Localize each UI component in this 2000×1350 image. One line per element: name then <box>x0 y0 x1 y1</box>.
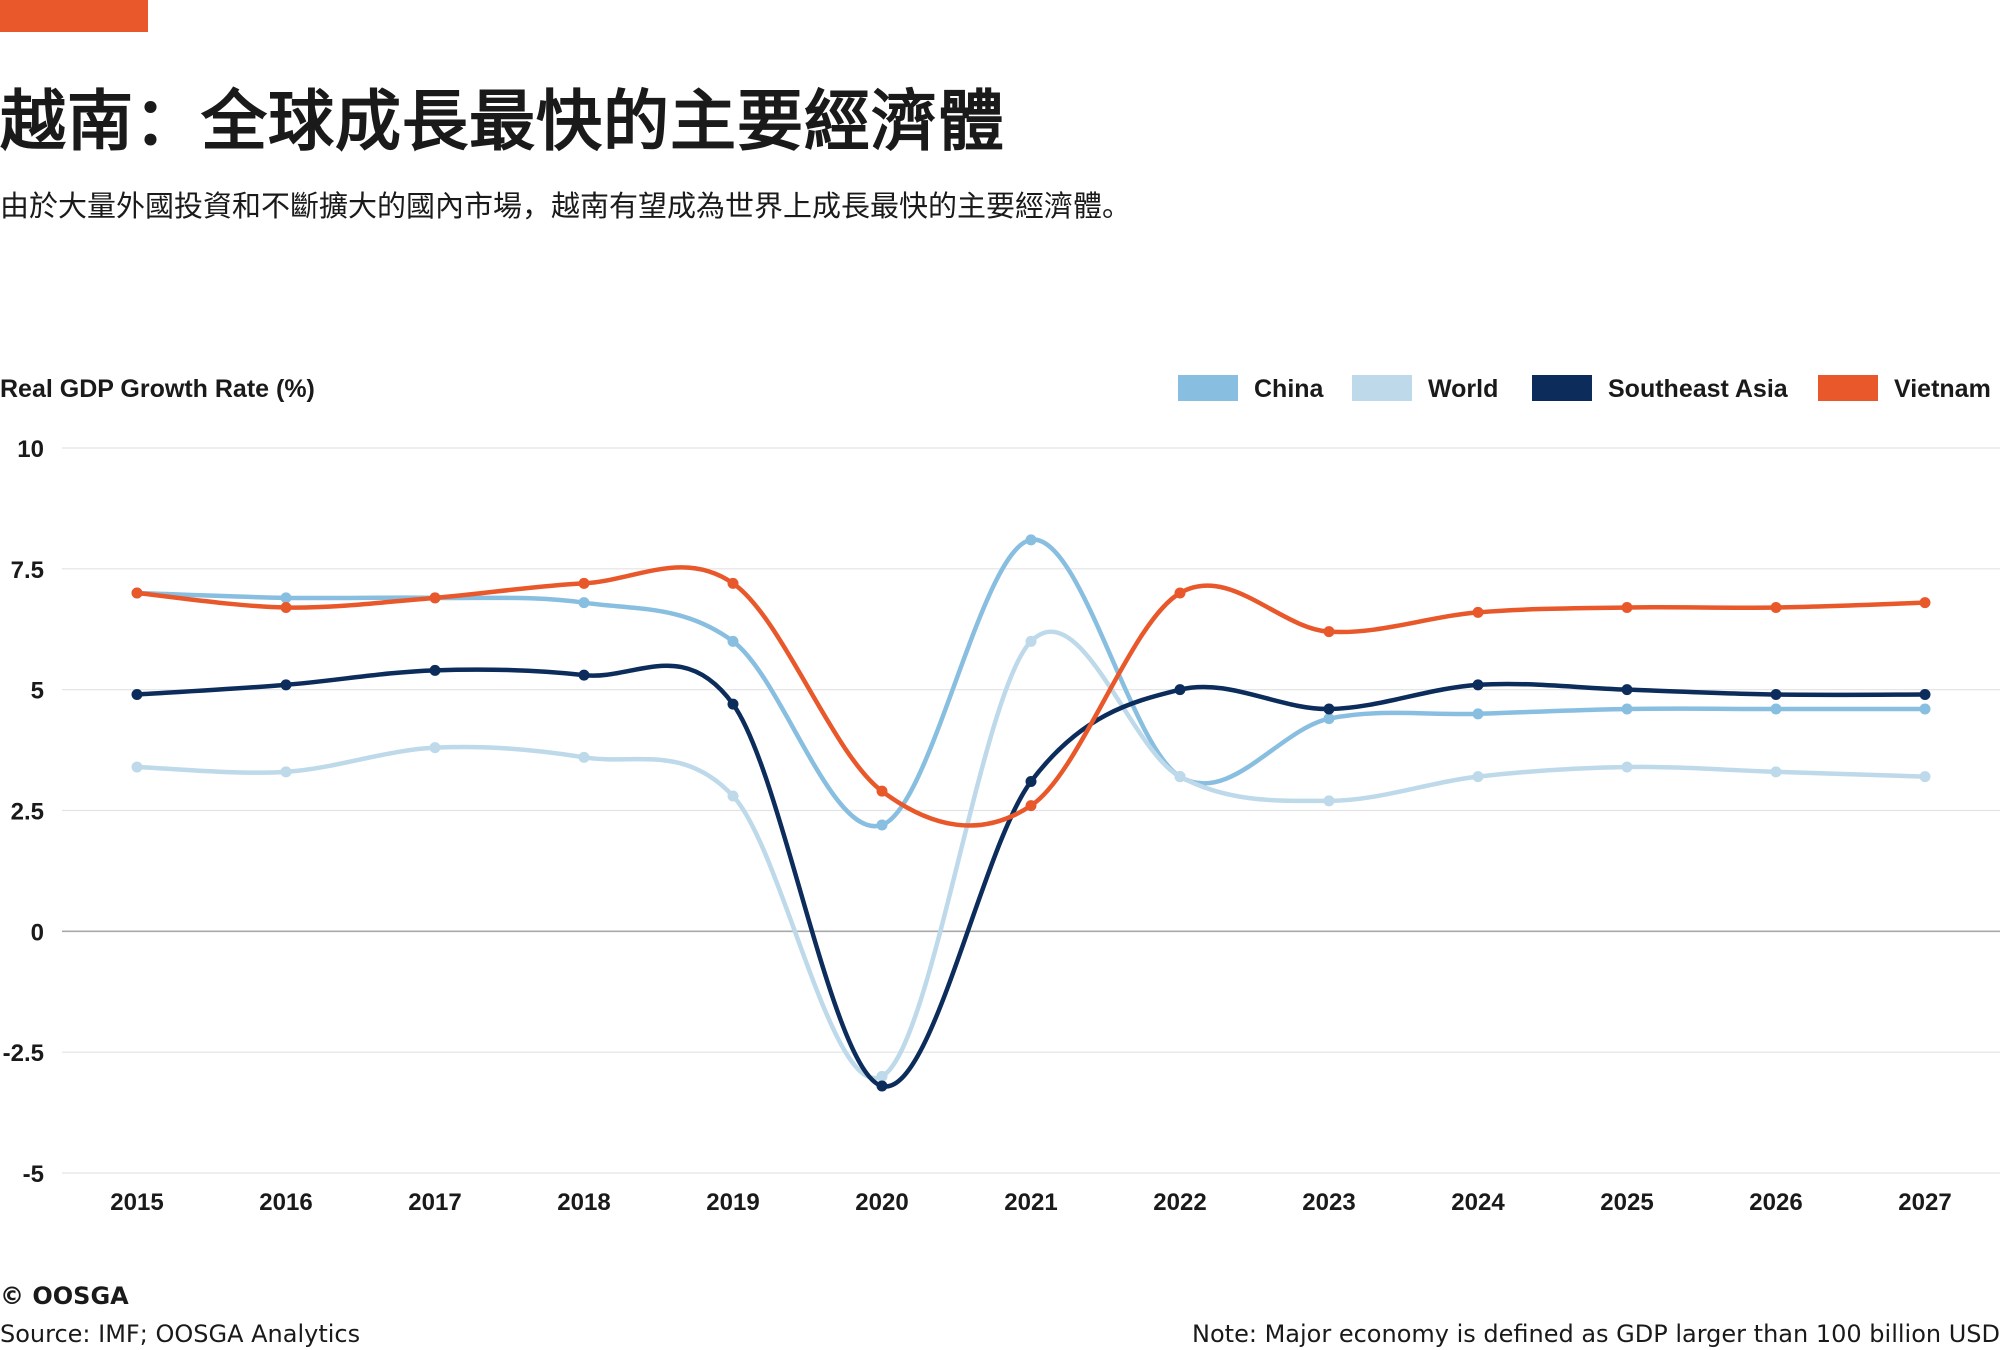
y-axis-ticks: 10 7.5 5 2.5 0 -2.5 -5 <box>3 436 44 1188</box>
data-point-china <box>1919 703 1931 715</box>
data-point-southeast-asia <box>578 669 590 681</box>
x-tick-label: 2017 <box>408 1189 461 1216</box>
page-subtitle: 由於大量外國投資和不斷擴大的國內市場，越南有望成為世界上成長最快的主要經濟體。 <box>0 189 1132 223</box>
legend-label: Vietnam <box>1894 375 1991 403</box>
data-point-china <box>1621 703 1633 715</box>
footer-note: Note: Major economy is defined as GDP la… <box>1192 1320 2000 1348</box>
data-point-southeast-asia <box>280 679 292 691</box>
y-tick-label: -5 <box>23 1161 44 1188</box>
legend-swatch <box>1352 375 1412 401</box>
legend-swatch <box>1178 375 1238 401</box>
x-tick-label: 2027 <box>1898 1189 1951 1216</box>
x-tick-label: 2022 <box>1153 1189 1206 1216</box>
data-point-vietnam <box>280 602 292 613</box>
data-point-vietnam <box>429 592 441 604</box>
data-point-vietnam <box>1025 800 1037 812</box>
x-tick-label: 2021 <box>1004 1189 1057 1216</box>
series-lines <box>131 534 1931 1092</box>
legend-item-southeast-asia: Southeast Asia <box>1532 375 1789 403</box>
series-world <box>131 629 1931 1082</box>
data-point-southeast-asia <box>1323 703 1335 715</box>
data-point-world <box>1025 635 1037 647</box>
legend-swatch <box>1532 375 1592 401</box>
footer-source: Source: IMF; OOSGA Analytics <box>0 1320 361 1348</box>
data-point-vietnam <box>876 785 888 797</box>
y-tick-label: 7.5 <box>11 557 44 584</box>
x-tick-label: 2026 <box>1749 1189 1802 1216</box>
legend-swatch <box>1818 375 1878 401</box>
data-point-world <box>578 751 590 763</box>
legend-label: Southeast Asia <box>1608 375 1789 403</box>
data-point-world <box>876 1070 888 1082</box>
y-tick-label: -2.5 <box>3 1040 44 1067</box>
x-axis-ticks: 2015 2016 2017 2018 2019 2020 2021 2022 2023 2024… <box>110 1189 1951 1216</box>
data-point-china <box>280 592 292 604</box>
y-tick-label: 2.5 <box>11 799 44 826</box>
data-point-southeast-asia <box>1621 684 1633 696</box>
y-axis-label: Real GDP Growth Rate (%) <box>0 375 315 403</box>
accent-bar <box>0 0 148 32</box>
data-point-world <box>429 742 441 754</box>
data-point-vietnam <box>131 587 143 599</box>
legend-label: World <box>1428 375 1498 403</box>
data-point-vietnam <box>1770 602 1782 613</box>
data-point-china <box>1323 713 1335 725</box>
data-point-southeast-asia <box>876 1080 888 1092</box>
data-point-world <box>1919 771 1931 783</box>
data-point-vietnam <box>1174 587 1186 599</box>
data-point-southeast-asia <box>1770 689 1782 700</box>
data-point-vietnam <box>1472 606 1484 618</box>
data-point-southeast-asia <box>1919 689 1931 700</box>
data-point-southeast-asia <box>1174 684 1186 696</box>
x-tick-label: 2020 <box>855 1189 908 1216</box>
data-point-southeast-asia <box>727 698 739 710</box>
data-point-china <box>727 635 739 647</box>
y-tick-label: 10 <box>17 436 44 463</box>
data-point-china <box>1472 708 1484 720</box>
data-point-world <box>1770 766 1782 778</box>
legend: China World Southeast Asia Vietnam <box>1178 375 1991 403</box>
footer-brand: © OOSGA <box>0 1282 129 1310</box>
page-title: 越南：全球成長最快的主要經濟體 <box>0 83 1005 160</box>
x-tick-label: 2025 <box>1600 1189 1653 1216</box>
data-point-vietnam <box>727 577 739 589</box>
legend-label: China <box>1254 375 1325 403</box>
series-vietnam <box>131 565 1931 828</box>
data-point-world <box>1472 771 1484 783</box>
legend-item-world: World <box>1352 375 1498 403</box>
data-point-southeast-asia <box>1025 776 1037 787</box>
legend-item-china: China <box>1178 375 1325 403</box>
data-point-vietnam <box>1919 597 1931 609</box>
data-point-southeast-asia <box>1472 679 1484 691</box>
grid <box>62 447 2000 1174</box>
y-tick-label: 5 <box>31 678 44 705</box>
gdp-growth-chart: Real GDP Growth Rate (%) 10 7.5 5 2.5 0 -2.5 -… <box>0 375 2000 1216</box>
data-point-world <box>1323 795 1335 807</box>
series-line-world <box>134 629 1928 1081</box>
data-point-vietnam <box>1323 626 1335 638</box>
data-point-vietnam <box>1621 602 1633 613</box>
data-point-world <box>131 761 143 773</box>
x-tick-label: 2016 <box>259 1189 312 1216</box>
series-line-southeast-asia <box>134 663 1928 1089</box>
data-point-world <box>1174 771 1186 783</box>
data-point-china <box>578 597 590 609</box>
series-southeast-asia <box>131 663 1931 1092</box>
legend-item-vietnam: Vietnam <box>1818 375 1991 403</box>
y-tick-label: 0 <box>31 919 44 946</box>
data-point-china <box>876 819 888 831</box>
x-tick-label: 2023 <box>1302 1189 1355 1216</box>
x-tick-label: 2018 <box>557 1189 610 1216</box>
data-point-china <box>1770 703 1782 715</box>
data-point-world <box>280 766 292 778</box>
data-point-vietnam <box>578 577 590 589</box>
x-tick-label: 2015 <box>110 1189 163 1216</box>
data-point-southeast-asia <box>429 664 441 676</box>
data-point-world <box>1621 761 1633 773</box>
data-point-china <box>1025 534 1037 546</box>
data-point-southeast-asia <box>131 689 143 700</box>
data-point-world <box>727 790 739 802</box>
x-tick-label: 2019 <box>706 1189 759 1216</box>
x-tick-label: 2024 <box>1451 1189 1505 1216</box>
